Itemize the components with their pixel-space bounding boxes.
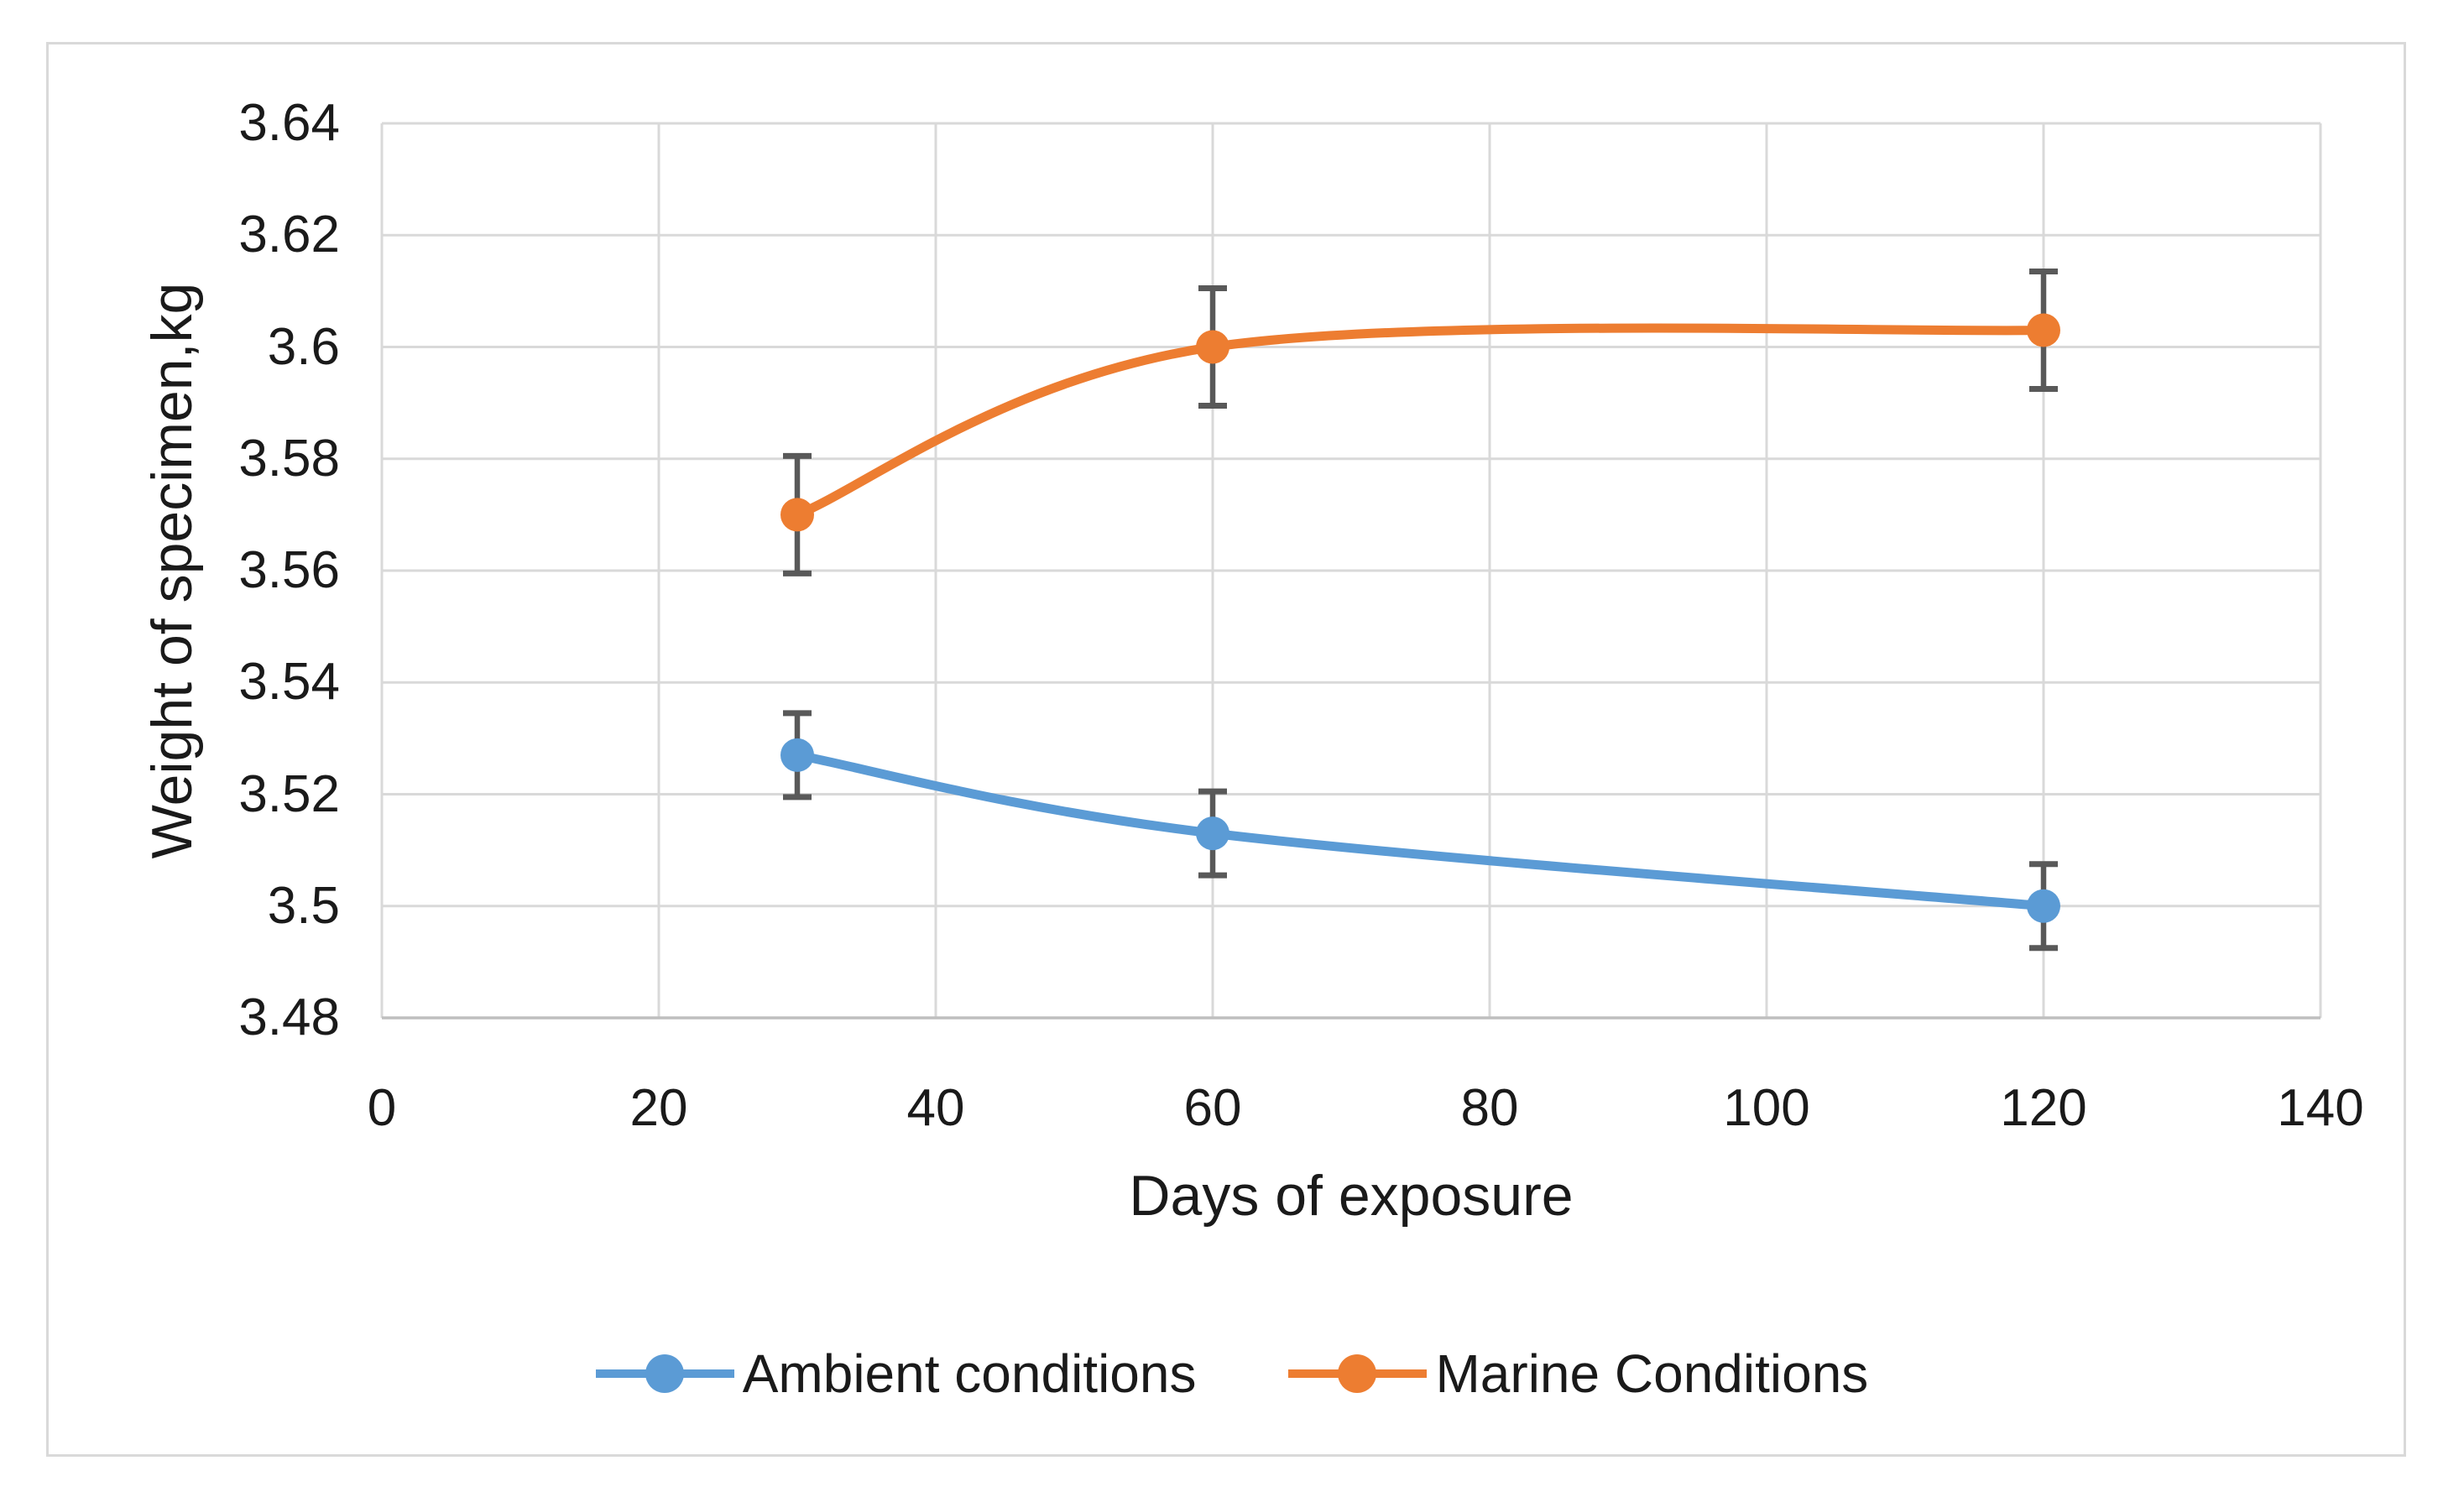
x-tick-label: 0 [367,1079,397,1137]
series-markers-0 [780,738,2060,923]
legend-item-label: Marine Conditions [1435,1343,1869,1404]
y-tick-label: 3.52 [238,764,340,823]
x-tick-label: 40 [906,1079,965,1137]
y-tick-label: 3.56 [238,541,340,599]
x-tick-label: 20 [629,1079,688,1137]
x-tick-label: 60 [1183,1079,1242,1137]
legend-item-1: Marine Conditions [1288,1343,1868,1405]
x-tick-label: 140 [2277,1079,2364,1137]
y-tick-label: 3.64 [238,94,340,152]
x-axis-title: Days of exposure [1129,1164,1574,1228]
x-tick-label: 80 [1460,1079,1519,1137]
gridlines [380,122,2322,1018]
x-tick-label: 100 [1723,1079,1810,1137]
y-tick-label: 3.6 [267,317,340,376]
series-line-1 [792,323,2049,519]
y-tick-label: 3.48 [238,988,340,1046]
figure-border [46,42,2406,1457]
legend-line-marker-icon [1288,1354,1428,1393]
legend-line-marker-icon [595,1354,734,1393]
y-tick-label: 3.5 [267,876,340,935]
legend-item-label: Ambient conditions [742,1343,1197,1404]
y-tick-label: 3.58 [238,429,340,488]
legend: Ambient conditions Marine Conditions [0,1340,2464,1407]
y-tick-label: 3.62 [238,206,340,264]
y-tick-label: 3.54 [238,653,340,712]
x-tick-label: 120 [2000,1079,2087,1137]
legend-item-0: Ambient conditions [595,1343,1197,1405]
series-line-0 [792,750,2049,911]
error-bars [783,269,2058,952]
y-axis-title: Weight of specimen,kg [140,282,204,859]
series-markers-1 [780,313,2060,532]
